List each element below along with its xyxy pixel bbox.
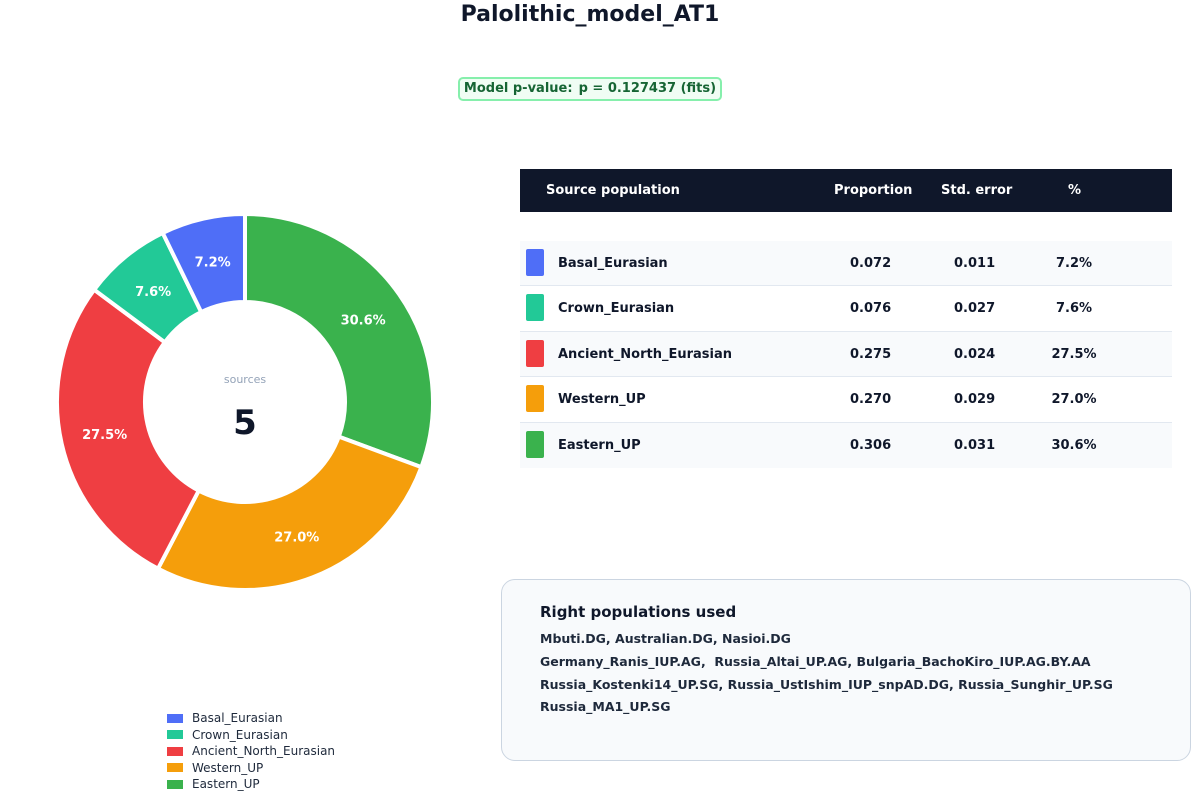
cell-percent: 7.6% xyxy=(1055,301,1093,317)
cell-std-error: 0.011 xyxy=(954,256,996,271)
legend-item: Eastern_UP xyxy=(167,776,335,793)
donut-slice-eastern-up xyxy=(243,211,435,470)
legend-item: Western_UP xyxy=(167,760,335,777)
donut-slice-label: 30.6% xyxy=(341,314,386,329)
header-proportion: Proportion xyxy=(834,183,913,198)
cell-percent: 27.0% xyxy=(1051,392,1097,408)
cell-std-error: 0.027 xyxy=(954,301,996,317)
table-body: Basal_Eurasian 0.072 0.011 7.2% Crown_Eurasi… xyxy=(520,241,1172,468)
table-header: Source population Proportion Std. error … xyxy=(520,169,1172,212)
cell-proportion: 0.270 xyxy=(850,392,892,408)
cell-proportion: 0.076 xyxy=(850,301,892,317)
donut-slice-basal-eurasian xyxy=(160,211,247,315)
row-color-swatch xyxy=(526,249,544,276)
donut-slice-label: 7.6% xyxy=(135,285,171,300)
right-populations-line: Germany_Ranis_IUP.AG, Russia_Altai_UP.AG… xyxy=(540,654,1091,669)
donut-chart: 30.6% 27.0% 27.5% 7.6% 7.2% sources 5 xyxy=(55,211,435,592)
legend-item: Ancient_North_Eurasian xyxy=(167,743,335,760)
table-row: Basal_Eurasian 0.072 0.011 7.2% xyxy=(520,241,1172,287)
legend-swatch xyxy=(167,713,183,723)
cell-proportion: 0.306 xyxy=(850,437,892,453)
legend-swatch xyxy=(167,779,183,789)
donut-slice-label: 27.5% xyxy=(82,428,127,443)
right-populations-line: Russia_MA1_UP.SG xyxy=(540,699,671,714)
header-percent: % xyxy=(1068,183,1082,198)
donut-center-value: 5 xyxy=(233,403,257,443)
cell-std-error: 0.029 xyxy=(954,392,996,408)
cell-proportion: 0.275 xyxy=(850,346,892,362)
row-color-swatch xyxy=(526,430,544,458)
pvalue-label: Model p-value: xyxy=(463,81,573,96)
donut-slice-label: 27.0% xyxy=(274,530,319,545)
donut-slice-western-up xyxy=(155,434,424,592)
table-row: Western_UP 0.270 0.029 27.0% xyxy=(520,377,1172,423)
legend-label: Ancient_North_Eurasian xyxy=(192,744,336,759)
table-row: Crown_Eurasian 0.076 0.027 7.6% xyxy=(520,286,1172,332)
cell-percent: 27.5% xyxy=(1051,346,1097,362)
donut-slice-label: 7.2% xyxy=(195,256,231,271)
row-color-swatch xyxy=(526,385,544,413)
donut-slice-ancient-north-eurasian xyxy=(55,286,202,572)
right-populations-line: Mbuti.DG, Australian.DG, Nasioi.DG xyxy=(540,631,791,646)
pvalue-text: p = 0.127437 (fits) xyxy=(578,81,717,96)
model-pvalue-badge: Model p-value: p = 0.127437 (fits) xyxy=(458,77,722,101)
cell-source-population: Ancient_North_Eurasian xyxy=(558,346,732,362)
chart-legend: Basal_Eurasian Crown_Eurasian Ancient_Nort… xyxy=(167,710,335,793)
table-row: Ancient_North_Eurasian 0.275 0.024 27.5% xyxy=(520,331,1172,378)
right-populations-line: Russia_Kostenki14_UP.SG, Russia_UstIshim… xyxy=(540,677,1113,692)
proportions-table: Source population Proportion Std. error … xyxy=(520,169,1172,468)
legend-label: Eastern_UP xyxy=(192,777,260,792)
legend-swatch xyxy=(167,763,183,773)
donut-slice-labels: 30.6% 27.0% 27.5% 7.6% 7.2% xyxy=(82,256,386,546)
right-populations-panel: Right populations used Mbuti.DG, Austral… xyxy=(501,579,1191,761)
legend-swatch xyxy=(167,730,183,740)
cell-percent: 7.2% xyxy=(1055,256,1093,271)
cell-std-error: 0.024 xyxy=(954,346,996,362)
cell-source-population: Eastern_UP xyxy=(558,437,641,453)
legend-label: Crown_Eurasian xyxy=(192,727,288,742)
cell-percent: 30.6% xyxy=(1051,437,1097,453)
table-row: Eastern_UP 0.306 0.031 30.6% xyxy=(520,422,1172,468)
cell-std-error: 0.031 xyxy=(954,437,996,453)
legend-item: Crown_Eurasian xyxy=(167,727,335,744)
legend-item: Basal_Eurasian xyxy=(167,710,335,727)
donut-slices xyxy=(55,211,435,592)
legend-swatch xyxy=(167,746,183,756)
legend-label: Basal_Eurasian xyxy=(192,711,283,726)
donut-center-caption: sources xyxy=(224,373,267,386)
legend-label: Western_UP xyxy=(192,760,264,775)
cell-proportion: 0.072 xyxy=(850,256,892,271)
row-color-swatch xyxy=(526,294,544,322)
cell-source-population: Western_UP xyxy=(558,392,646,408)
header-std-error: Std. error xyxy=(941,183,1013,198)
header-source-population: Source population xyxy=(546,183,680,198)
row-color-swatch xyxy=(526,339,544,367)
page-title: Palolithic_model_AT1 xyxy=(460,2,720,27)
cell-source-population: Basal_Eurasian xyxy=(558,256,668,271)
cell-source-population: Crown_Eurasian xyxy=(558,301,675,317)
right-populations-title: Right populations used xyxy=(540,603,737,621)
